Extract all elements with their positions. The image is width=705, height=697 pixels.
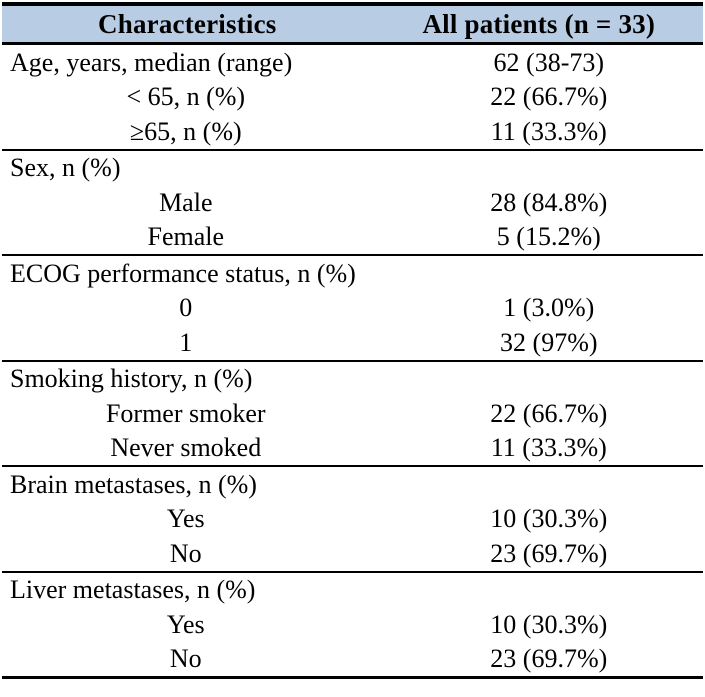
table-row-sex: Sex, n (%) — [2, 150, 703, 186]
row-label-cell: Yes — [166, 609, 205, 639]
row-label-cell: Female — [2, 219, 395, 256]
row-label-cell: 1 — [2, 325, 395, 362]
row-value-cell: 62 (38-73) — [493, 47, 605, 77]
row-label-cell: < 65, n (%) — [126, 82, 246, 112]
table-row-brain-metastases: Brain metastases, n (%) — [2, 466, 703, 502]
row-label-cell: Sex, n (%) — [10, 153, 121, 183]
row-value-cell — [395, 361, 703, 397]
table-row-smoking: Smoking history, n (%) — [2, 361, 703, 397]
table-body: Age, years, median (range) 62 (38-73) < … — [2, 44, 703, 678]
row-label-cell: Liver metastases, n (%) — [10, 575, 256, 605]
row-label-cell: No — [169, 644, 202, 674]
row-value-cell — [395, 572, 703, 608]
table-row-liver-yes: Yes 10 (30.3%) — [2, 607, 703, 642]
header-row: Characteristics All patients (n = 33) — [2, 4, 703, 45]
patient-characteristics-table-wrap: Characteristics All patients (n = 33) Ag… — [2, 2, 703, 679]
row-value-cell: 23 (69.7%) — [394, 536, 703, 573]
row-label-cell: Smoking history, n (%) — [10, 364, 253, 394]
row-value-cell: 28 (84.8%) — [490, 187, 608, 217]
table-row-former-smoker: Former smoker 22 (66.7%) — [2, 396, 703, 431]
row-value-cell: 22 (66.7%) — [490, 82, 608, 112]
table-row-liver-metastases: Liver metastases, n (%) — [2, 572, 703, 608]
row-label-cell: ECOG performance status, n (%) — [10, 258, 356, 288]
row-value-cell: 10 (30.3%) — [490, 609, 608, 639]
row-value-cell: 11 (33.3%) — [394, 114, 703, 151]
table-header: Characteristics All patients (n = 33) — [2, 4, 703, 45]
row-label-cell: Former smoker — [105, 398, 266, 428]
row-label-cell: ≥65, n (%) — [2, 114, 395, 151]
row-label-cell: Yes — [166, 504, 205, 534]
table-row-never-smoked: Never smoked 11 (33.3%) — [2, 430, 703, 467]
row-label-cell: Male — [159, 187, 213, 217]
row-value-cell: 23 (69.7%) — [490, 644, 608, 674]
table-row-brain-no: No 23 (69.7%) — [2, 536, 703, 573]
table-row-age-ge65: ≥65, n (%) 11 (33.3%) — [2, 114, 703, 151]
table-row-brain-yes: Yes 10 (30.3%) — [2, 502, 703, 537]
row-value-cell: 11 (33.3%) — [394, 430, 703, 467]
patient-characteristics-table: Characteristics All patients (n = 33) Ag… — [2, 2, 703, 679]
row-value-cell: 1 (3.0%) — [503, 293, 595, 323]
header-cell-characteristics: Characteristics — [2, 4, 395, 45]
table-row-ecog: ECOG performance status, n (%) — [2, 255, 703, 291]
row-value-cell: 10 (30.3%) — [490, 504, 608, 534]
table-row-age-lt65: < 65, n (%) 22 (66.7%) — [2, 80, 703, 115]
row-label-cell: Never smoked — [2, 430, 395, 467]
table-row-ecog-0: 0 1 (3.0%) — [2, 291, 703, 326]
table-row-age: Age, years, median (range) 62 (38-73) — [2, 44, 703, 80]
row-value-cell: 5 (15.2%) — [394, 219, 703, 256]
row-value-cell — [395, 466, 703, 502]
table-row-female: Female 5 (15.2%) — [2, 219, 703, 256]
row-value-cell: 22 (66.7%) — [490, 398, 608, 428]
table-row-ecog-1: 1 32 (97%) — [2, 325, 703, 362]
row-label-cell: Age, years, median (range) — [10, 47, 293, 77]
row-value-cell — [395, 255, 703, 291]
row-value-cell: 32 (97%) — [394, 325, 703, 362]
table-row-liver-no: No 23 (69.7%) — [2, 642, 703, 678]
row-value-cell — [395, 150, 703, 186]
row-label-cell: 0 — [179, 293, 193, 323]
table-row-male: Male 28 (84.8%) — [2, 185, 703, 220]
row-label-cell: Brain metastases, n (%) — [10, 469, 257, 499]
header-cell-all-patients: All patients (n = 33) — [394, 4, 703, 45]
row-label-cell: No — [2, 536, 395, 573]
